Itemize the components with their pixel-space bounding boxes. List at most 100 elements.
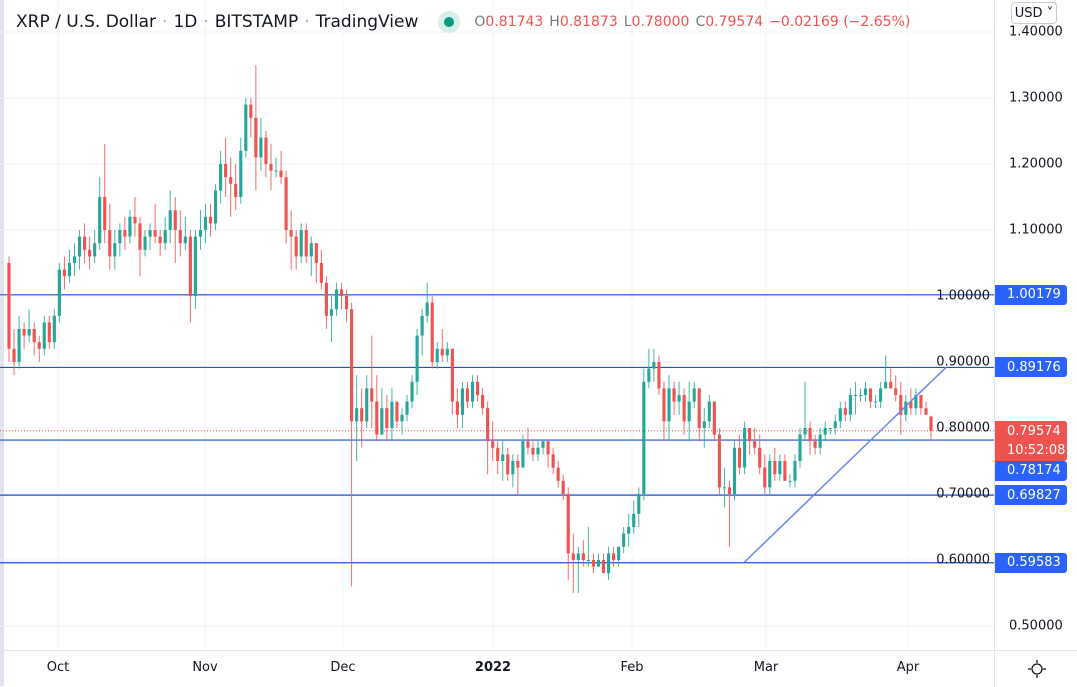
- candlestick-chart[interactable]: [0, 0, 994, 650]
- candle-up: [193, 236, 197, 296]
- level-price-label: 0.69827: [995, 485, 1067, 506]
- exchange: BITSTAMP: [214, 12, 299, 32]
- candle-up: [380, 408, 384, 435]
- candle-down: [350, 309, 354, 422]
- candle-up: [687, 401, 691, 422]
- candle-down: [83, 236, 87, 250]
- ohlc-open: O0.81743: [474, 14, 543, 30]
- market-open-dot-icon: [438, 11, 461, 33]
- change-value: −0.02169 (−2.65%): [769, 14, 911, 30]
- candle-up: [405, 401, 409, 415]
- candle-up: [239, 150, 243, 197]
- candle-down: [546, 441, 550, 455]
- candle-up: [445, 348, 449, 356]
- candle-down: [123, 230, 127, 237]
- candle-down: [314, 243, 318, 263]
- candle-up: [576, 553, 580, 560]
- symbol-title[interactable]: XRP / U.S. Dollar: [16, 12, 157, 32]
- candle-up: [67, 263, 72, 277]
- candle-up: [732, 447, 737, 494]
- candle-up: [677, 395, 681, 402]
- candle-up: [128, 216, 132, 237]
- candle-up: [390, 401, 394, 428]
- candle-down: [108, 230, 112, 257]
- separator: ·: [304, 12, 310, 32]
- candle-down: [682, 395, 686, 422]
- x-tick-label: Feb: [620, 660, 644, 675]
- y-tick-label: 1.40000: [1009, 24, 1063, 40]
- candle-down: [133, 216, 137, 224]
- candle-up: [435, 348, 439, 362]
- candle-up: [647, 368, 651, 382]
- candle-down: [556, 467, 560, 481]
- currency-button[interactable]: USD ˅: [1011, 2, 1057, 24]
- candle-down: [919, 395, 923, 409]
- candle-down: [737, 447, 742, 468]
- candle-up: [667, 388, 671, 422]
- candle-up: [722, 487, 726, 489]
- candle-down: [289, 230, 293, 237]
- candle-up: [818, 434, 822, 448]
- candle-up: [113, 243, 117, 257]
- high-label: H: [549, 14, 560, 30]
- candle-down: [662, 388, 666, 422]
- x-tick-label: Oct: [46, 660, 70, 675]
- candle-down: [249, 104, 253, 118]
- candle-up: [853, 395, 857, 396]
- candle-up: [309, 243, 313, 257]
- close-label: C: [695, 14, 706, 30]
- candle-up: [617, 546, 621, 560]
- candle-down: [138, 223, 142, 250]
- candle-down: [894, 388, 898, 395]
- candle-down: [486, 408, 490, 442]
- candle-down: [345, 296, 349, 310]
- candle-up: [833, 421, 837, 428]
- candle-down: [360, 408, 364, 422]
- candle-down: [551, 454, 555, 468]
- candle-up: [596, 560, 601, 567]
- candle-down: [450, 348, 454, 402]
- candle-up: [798, 434, 802, 461]
- candle-down: [672, 388, 676, 402]
- candle-up: [863, 388, 868, 395]
- sun-gear-icon: [1027, 660, 1046, 678]
- candle-up: [52, 315, 56, 343]
- candle-down: [208, 216, 213, 224]
- candle-down: [324, 282, 328, 316]
- candle-down: [319, 263, 323, 283]
- candle-down: [924, 408, 928, 415]
- candle-up: [828, 428, 832, 429]
- price-axis[interactable]: 1.40000 1.30000 1.20000 1.10000 0.50000 1.001…: [994, 0, 1077, 650]
- candle-down: [279, 170, 283, 178]
- candle-down: [516, 461, 520, 468]
- candle-up: [410, 381, 414, 402]
- candle-down: [773, 461, 777, 475]
- candle-down: [727, 487, 732, 494]
- candle-down: [763, 467, 767, 488]
- candle-down: [304, 230, 308, 257]
- level-price-label: 0.89176: [995, 357, 1067, 378]
- candle-down: [32, 329, 36, 343]
- candle-down: [47, 322, 51, 343]
- candle-up: [415, 335, 419, 382]
- open-value: 0.81743: [485, 14, 544, 30]
- candle-down: [178, 230, 182, 244]
- level-price-label: 0.59583: [995, 552, 1067, 573]
- candle-down: [491, 441, 495, 448]
- candle-down: [370, 388, 374, 402]
- candle-up: [606, 553, 611, 574]
- candle-down: [929, 416, 933, 431]
- candle-down: [395, 401, 399, 422]
- candle-up: [148, 230, 152, 237]
- candle-up: [838, 408, 842, 422]
- candle-down: [158, 236, 162, 244]
- candle-up: [98, 197, 102, 244]
- candle-up: [627, 527, 631, 534]
- candle-up: [334, 289, 339, 310]
- settings-button[interactable]: [994, 650, 1077, 687]
- open-label: O: [474, 14, 486, 30]
- y-tick-label: 1.20000: [1009, 156, 1063, 172]
- interval[interactable]: 1D: [173, 12, 198, 32]
- candle-up: [884, 381, 888, 389]
- time-axis[interactable]: Oct Nov Dec 2022 Feb Mar Apr: [0, 650, 994, 687]
